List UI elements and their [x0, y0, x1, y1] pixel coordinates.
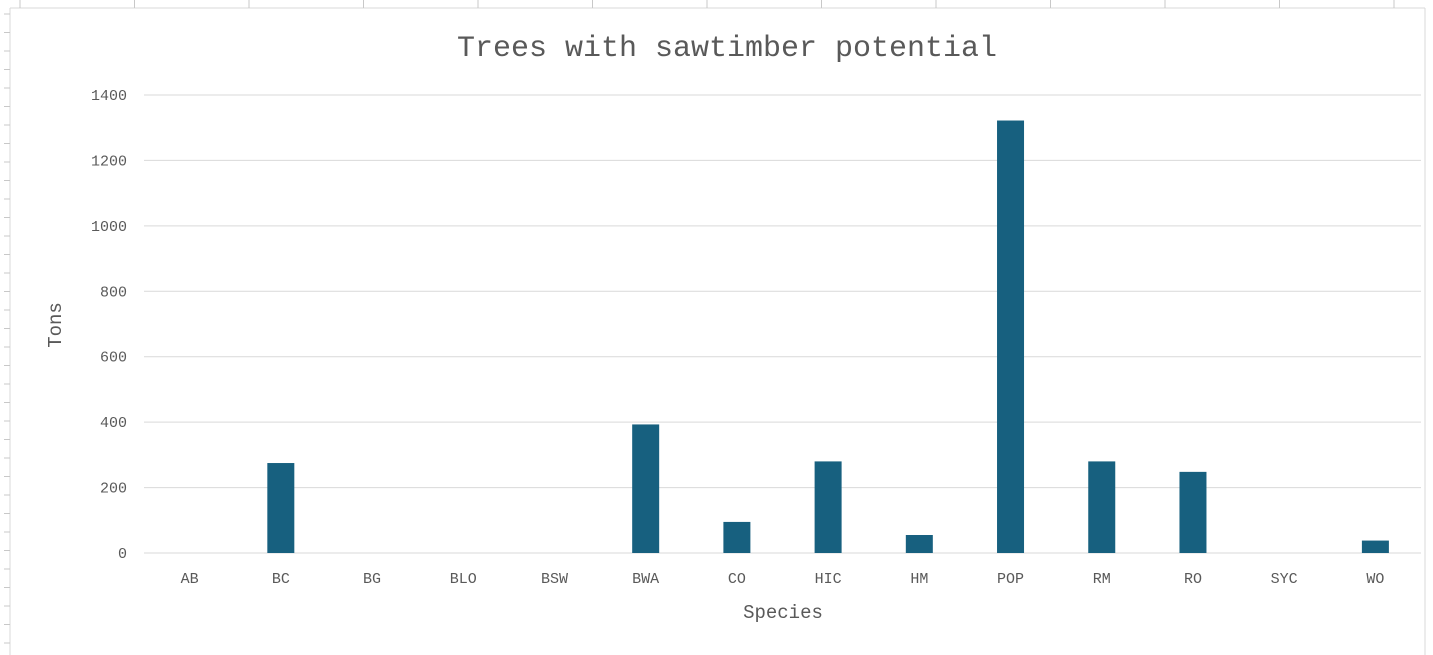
bars [267, 120, 1389, 553]
bar-hm [905, 535, 933, 553]
x-tick-labels: AB BC BG BLO BSW BWA CO HIC HM POP RM RO SYC WO [181, 571, 1385, 588]
x-axis-title: Species [743, 602, 823, 624]
gridlines [144, 94, 1421, 554]
x-tick-label: RO [1184, 571, 1202, 588]
y-tick-label: 1000 [91, 219, 127, 236]
chart-title: Trees with sawtimber potential [457, 32, 997, 66]
y-tick-label: 200 [100, 481, 127, 498]
x-tick-label: BC [272, 571, 290, 588]
y-tick-labels: 0 200 400 600 800 1000 1200 1400 [91, 88, 127, 563]
x-tick-label: AB [181, 571, 199, 588]
bar-rm [1088, 461, 1116, 553]
y-axis-title: Tons [45, 302, 67, 348]
x-tick-label: CO [728, 571, 746, 588]
bar-wo [1361, 540, 1389, 553]
y-tick-label: 0 [118, 546, 127, 563]
x-tick-label: WO [1366, 571, 1384, 588]
sheet-grid-frame [4, 0, 1426, 655]
x-tick-label: HM [910, 571, 928, 588]
bar-bwa [632, 424, 660, 553]
y-tick-label: 1200 [91, 153, 127, 170]
bar-pop [997, 120, 1025, 553]
x-tick-label: BLO [450, 571, 477, 588]
x-tick-label: RM [1093, 571, 1111, 588]
y-tick-label: 600 [100, 350, 127, 367]
bar-co [723, 521, 751, 553]
x-tick-label: BG [363, 571, 381, 588]
bar-ro [1179, 471, 1207, 553]
bar-bc [267, 463, 295, 553]
x-tick-label: BWA [632, 571, 659, 588]
x-tick-label: POP [997, 571, 1024, 588]
x-tick-label: HIC [815, 571, 842, 588]
x-tick-label: SYC [1271, 571, 1298, 588]
bar-hic [814, 461, 842, 553]
y-tick-label: 1400 [91, 88, 127, 105]
y-tick-label: 800 [100, 284, 127, 301]
y-tick-label: 400 [100, 415, 127, 432]
x-tick-label: BSW [541, 571, 568, 588]
